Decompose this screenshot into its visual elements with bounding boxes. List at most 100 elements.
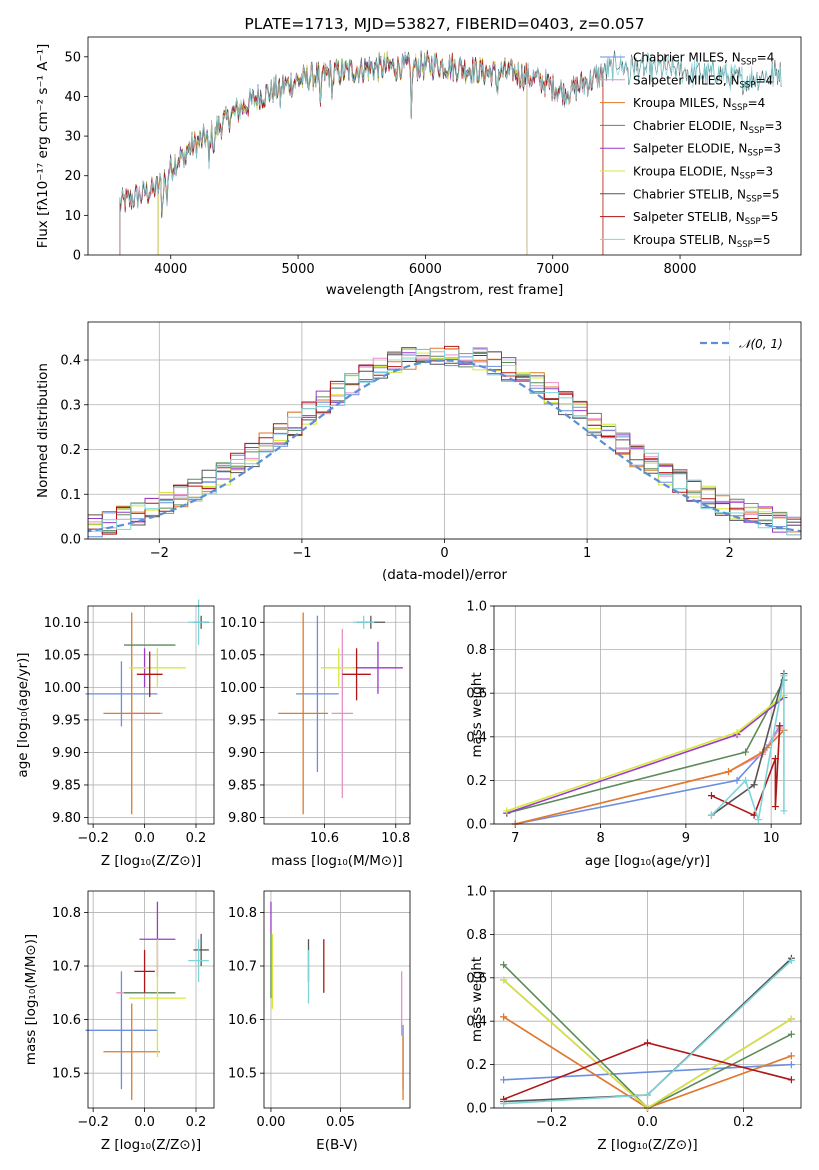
weight-marker (787, 1061, 795, 1069)
y-axis-label: age [log₁₀(age/yr)] (15, 652, 31, 777)
y-tick-label: 50 (64, 50, 81, 65)
y-tick-label: 0.2 (466, 774, 487, 789)
weight-marker (644, 1091, 651, 1099)
legend-subscript: SSP (747, 149, 763, 159)
weight-line (711, 673, 785, 816)
chart-title: PLATE=1713, MJD=53827, FIBERID=0403, z=0… (244, 15, 644, 33)
y-tick-label: 10.8 (228, 906, 257, 921)
y-tick-label: 10.10 (44, 616, 81, 631)
spectrum-plot (119, 49, 782, 255)
x-axis-label: age [log₁₀(age/yr)] (585, 853, 710, 869)
y-tick-label: 0.2 (60, 443, 81, 458)
legend-entry: Chabrier STELIB, NSSP=5 (633, 187, 780, 204)
y-tick-label: 10.7 (228, 960, 257, 975)
errorbar-point (129, 648, 186, 688)
x-tick-label: 10 (763, 831, 780, 846)
errorbar-plot (270, 901, 404, 1100)
legend-entry: Salpeter STELIB, NSSP=5 (633, 210, 778, 227)
x-tick-label: 0.2 (733, 1115, 754, 1130)
legend-count: =5 (753, 233, 771, 247)
y-tick-label: 10 (64, 209, 81, 224)
weight-marker (503, 807, 511, 815)
weight-line (515, 729, 785, 825)
weight-plot (503, 670, 788, 828)
x-tick-label: −2 (150, 546, 169, 561)
weight-marker (500, 1013, 508, 1021)
legend-entry: Chabrier ELODIE, NSSP=3 (633, 119, 782, 136)
errorbar-point (331, 628, 354, 798)
y-tick-label: 0.4 (60, 354, 81, 369)
x-axis-label: wavelength [Angstrom, rest frame] (326, 282, 564, 298)
legend-subscript: SSP (745, 217, 761, 227)
x-tick-label: 5000 (282, 262, 315, 277)
y-axis-label: mass weight (469, 672, 485, 757)
y-tick-label: 20 (64, 169, 81, 184)
y-tick-label: 10.6 (228, 1013, 257, 1028)
x-axis-label: mass [log₁₀(M/M⊙)] (271, 853, 402, 869)
x-tick-label: 0.0 (134, 831, 155, 846)
weight-marker (500, 961, 508, 969)
x-tick-label: 10.8 (381, 831, 410, 846)
weight-marker (787, 956, 795, 964)
weight-marker (500, 1076, 508, 1084)
legend-entry: Kroupa ELODIE, NSSP=3 (633, 165, 773, 182)
y-tick-label: 10.6 (52, 1013, 81, 1028)
y-tick-label: 9.95 (228, 713, 257, 728)
weight-marker (644, 1039, 651, 1047)
legend-label: Salpeter ELODIE, N (633, 142, 747, 156)
errorbar-point (85, 971, 158, 1090)
legend-label: Salpeter MILES, N (633, 73, 740, 87)
panel-mass-vs-Z: −0.2 0.0 0.2 10.5 10.6 10.7 10.8 (52, 891, 214, 1130)
weight-marker (742, 748, 750, 756)
legend-subscript: SSP (740, 80, 756, 90)
x-tick-label: 7 (511, 831, 519, 846)
panel-spectrum: 4000 5000 6000 7000 8000 0 10 20 30 40 50 (64, 50, 696, 277)
y-tick-label: 0.4 (466, 1015, 487, 1030)
weight-marker (780, 807, 788, 815)
errorbar-point (278, 612, 329, 815)
y-tick-label: 0 (73, 249, 81, 264)
y-tick-label: 10.00 (220, 681, 257, 696)
legend-label: Chabrier STELIB, N (633, 187, 746, 201)
y-tick-label: 9.95 (52, 713, 81, 728)
legend-count: =4 (755, 73, 773, 87)
weight-marker (707, 811, 715, 819)
errorbar-point (103, 612, 160, 815)
legend-count: =3 (755, 165, 773, 179)
y-tick-label: 9.85 (52, 778, 81, 793)
legend-label: Kroupa MILES, N (633, 96, 732, 110)
y-tick-label: 10.10 (220, 616, 257, 631)
y-tick-label: 0.8 (466, 928, 487, 943)
axes-frame (493, 605, 802, 825)
x-tick-label: 0.2 (186, 1115, 207, 1130)
axes-frame (87, 890, 215, 1109)
histogram-plot (88, 345, 801, 538)
legend-count: =4 (757, 51, 775, 65)
legend-label: Chabrier ELODIE, N (633, 119, 749, 133)
x-tick-label: 7000 (536, 262, 569, 277)
legend-entry: 𝒩(0, 1) (739, 337, 783, 351)
legend-count: =5 (761, 210, 779, 224)
axes-frame (87, 321, 802, 540)
axes-frame (263, 605, 411, 825)
legend-entry: Salpeter MILES, NSSP=4 (633, 73, 773, 90)
errorbar-plot (278, 612, 403, 815)
x-tick-label: 2 (726, 546, 734, 561)
x-tick-label: 6000 (409, 262, 442, 277)
errorbar-point (103, 1003, 160, 1100)
legend-entry: Chabrier MILES, NSSP=4 (633, 51, 774, 68)
weight-marker (780, 672, 788, 680)
weight-line (506, 696, 785, 814)
y-tick-label: 10.5 (52, 1067, 81, 1082)
weight-marker (725, 768, 733, 776)
weight-marker (787, 1052, 795, 1060)
panel-age-vs-Z: −0.2 0.0 0.2 9.80 9.85 9.90 9.95 10.00 10.05 10.1… (44, 606, 214, 846)
y-tick-label: 9.90 (52, 746, 81, 761)
legend-subscript: SSP (746, 194, 762, 204)
weight-marker (771, 803, 779, 811)
y-tick-label: 10.05 (220, 648, 257, 663)
errorbar-point (296, 615, 339, 772)
errorbar-point (342, 648, 371, 701)
y-tick-label: 0.0 (466, 818, 487, 833)
